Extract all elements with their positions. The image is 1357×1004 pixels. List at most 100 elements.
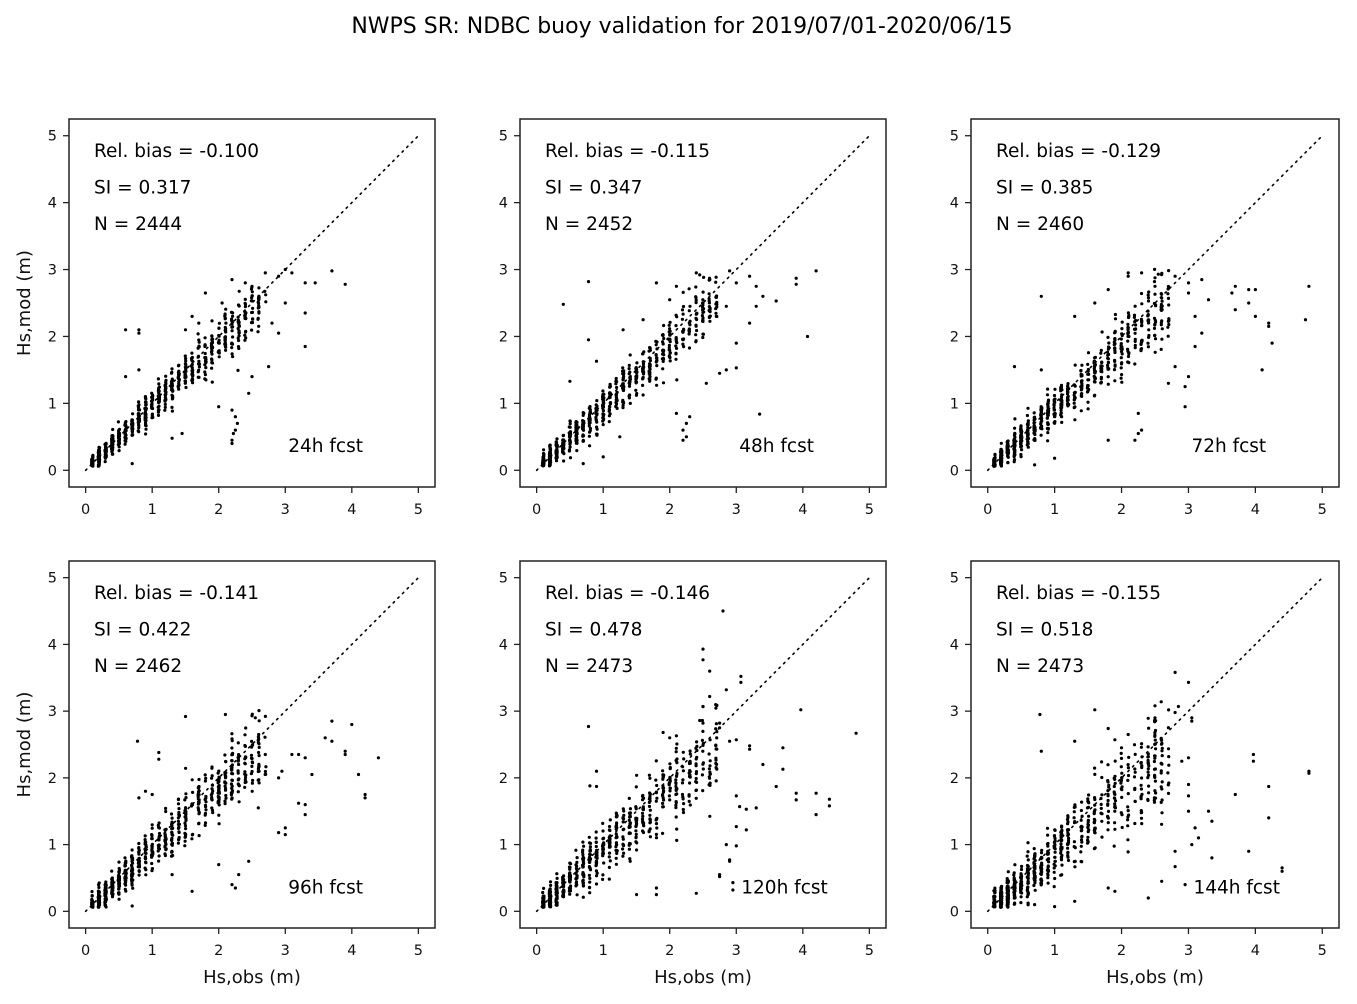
data-point (568, 456, 573, 460)
data-point (1079, 388, 1083, 392)
data-point (1086, 367, 1090, 372)
data-point (176, 385, 180, 389)
data-point (1106, 726, 1110, 731)
data-point (627, 367, 631, 371)
data-point (1200, 331, 1204, 335)
data-point (628, 842, 632, 846)
data-point (1072, 391, 1076, 395)
data-point (655, 383, 659, 387)
data-point (177, 807, 181, 811)
data-point (1307, 771, 1311, 775)
data-point (170, 367, 174, 371)
forecast-label: 120h fcst (741, 877, 828, 898)
data-point (1012, 365, 1017, 369)
data-point (217, 822, 221, 826)
data-point (687, 287, 691, 291)
data-point (648, 813, 652, 817)
data-point (1053, 387, 1057, 391)
data-point (169, 812, 174, 816)
data-point (586, 280, 591, 284)
data-point (163, 399, 167, 403)
data-point (621, 835, 625, 839)
data-point (1060, 832, 1064, 837)
data-point (137, 426, 141, 430)
data-point (648, 359, 653, 363)
data-point (117, 445, 121, 449)
data-point (681, 795, 685, 799)
data-point (581, 881, 586, 885)
data-point (701, 298, 705, 302)
data-point (243, 780, 247, 785)
data-point (144, 413, 148, 417)
data-point (176, 797, 181, 801)
data-point (1113, 774, 1117, 778)
data-point (1026, 870, 1030, 874)
data-point (257, 709, 261, 713)
data-point (230, 438, 234, 442)
forecast-label: 24h fcst (288, 436, 363, 457)
data-point (734, 794, 738, 798)
data-point (1139, 342, 1143, 346)
data-point (1013, 435, 1017, 439)
y-tick-label: 1 (950, 838, 959, 854)
data-point (1166, 381, 1170, 385)
data-point (1066, 846, 1070, 850)
data-point (1099, 351, 1103, 355)
data-point (758, 412, 762, 416)
data-point (131, 427, 135, 431)
data-point (97, 458, 101, 462)
x-tick-label: 4 (1251, 502, 1260, 518)
data-point (97, 883, 101, 887)
data-point (648, 375, 652, 379)
data-point (1079, 808, 1083, 813)
data-point (264, 293, 268, 297)
data-point (190, 889, 194, 893)
data-point (1160, 273, 1164, 277)
data-point (1012, 455, 1016, 459)
data-point (993, 452, 997, 456)
data-point (569, 862, 573, 866)
data-point (97, 463, 101, 467)
data-point (1147, 784, 1151, 788)
data-point (217, 321, 221, 325)
data-point (236, 741, 240, 745)
data-point (170, 436, 174, 440)
data-point (137, 403, 141, 407)
data-point (1085, 386, 1089, 390)
data-point (157, 859, 161, 863)
data-point (1146, 299, 1151, 303)
data-point (1167, 755, 1171, 759)
data-point (668, 340, 672, 344)
data-point (622, 813, 626, 818)
data-point (137, 417, 142, 421)
data-point (156, 405, 160, 409)
data-point (1013, 896, 1017, 900)
data-point (739, 680, 743, 685)
data-point (668, 765, 672, 770)
data-point (270, 321, 274, 325)
data-point (263, 769, 267, 774)
data-point (1033, 888, 1037, 892)
data-point (1052, 393, 1057, 398)
data-point (183, 831, 187, 835)
data-point (163, 408, 167, 412)
data-point (1019, 444, 1024, 448)
data-point (1166, 334, 1170, 338)
data-point (684, 435, 689, 439)
data-point (1013, 893, 1017, 897)
data-point (1106, 886, 1110, 890)
data-point (1196, 836, 1201, 840)
data-point (137, 796, 141, 800)
data-point (575, 893, 579, 897)
data-point (1046, 865, 1050, 869)
data-point (1019, 883, 1023, 887)
data-point (1046, 876, 1050, 880)
data-point (674, 750, 678, 754)
data-point (224, 793, 228, 798)
data-point (695, 328, 699, 333)
data-point (1012, 446, 1016, 450)
data-point (661, 359, 665, 363)
y-tick-label: 2 (950, 771, 959, 787)
data-point (1267, 321, 1271, 325)
data-point (1113, 738, 1117, 742)
